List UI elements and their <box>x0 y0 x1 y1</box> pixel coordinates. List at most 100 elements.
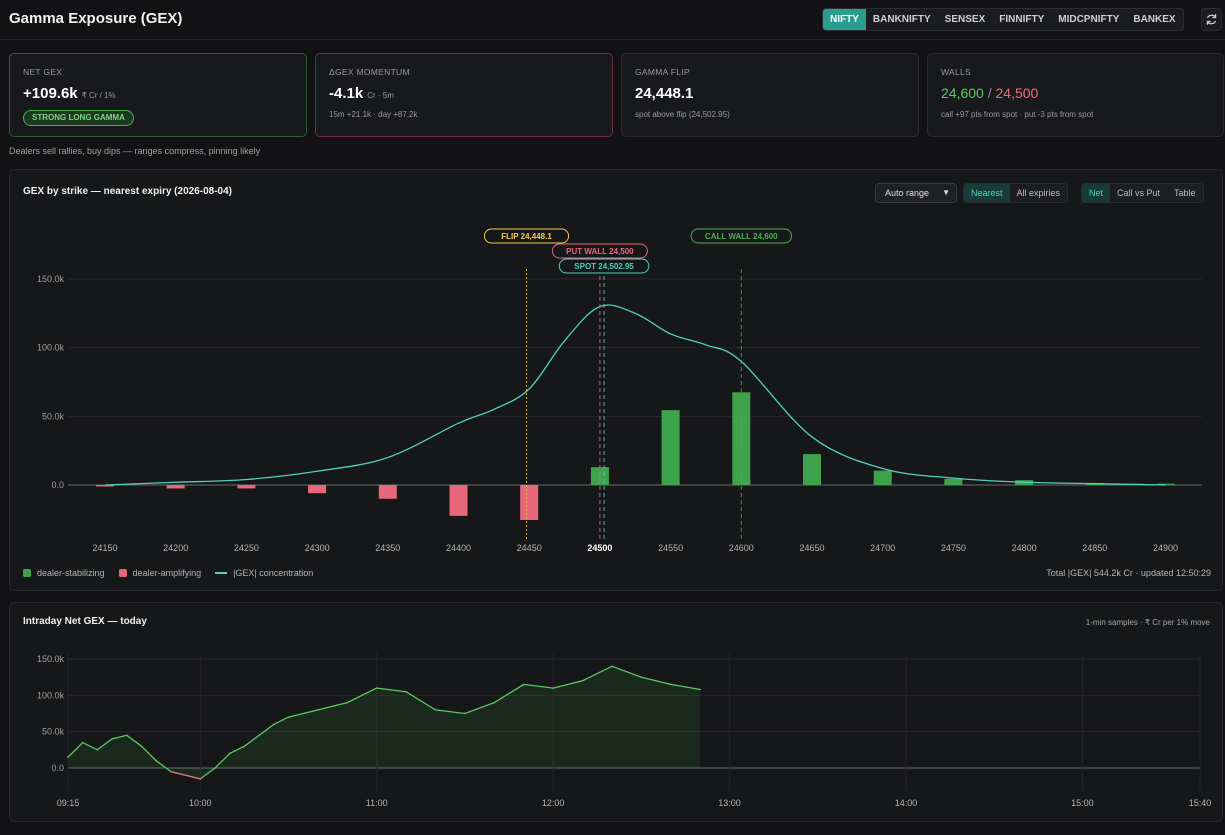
intraday-point <box>493 701 496 704</box>
intraday-point <box>273 723 275 726</box>
x-tick-label: 24800 <box>1012 543 1037 553</box>
app-title: Gamma Exposure (GEX) <box>9 10 183 27</box>
intraday-point <box>184 774 187 777</box>
marker-label: PUT WALL 24,500 <box>566 247 634 256</box>
x-tick-label: 24600 <box>729 543 754 553</box>
marker-label: FLIP 24,448.1 <box>501 232 552 241</box>
legend-label: dealer-stabilizing <box>37 568 105 578</box>
y-tick-label: 0.0 <box>51 763 64 773</box>
momentum-card: ΔGEX MOMENTUM -4.1k Cr · 5m 15m +21.1k · … <box>315 53 613 137</box>
legend-swatch <box>118 569 127 577</box>
gex-bar-24150[interactable] <box>96 485 114 487</box>
intraday-point <box>81 741 84 744</box>
intraday-point <box>170 770 172 773</box>
strike-legend: dealer-stabilizing dealer-amplifying |GEX|… <box>23 568 327 578</box>
tab-nifty[interactable]: NIFTY <box>823 9 866 30</box>
gex-bar-24450[interactable] <box>520 485 539 521</box>
intraday-point <box>581 680 584 682</box>
x-tick-label: 13:00 <box>718 798 741 808</box>
gamma-regime-badge: STRONG LONG GAMMA <box>23 110 134 126</box>
toggle-table[interactable]: Table <box>1174 188 1196 198</box>
momentum-unit: Cr · 5m <box>367 91 394 100</box>
x-tick-label: 24500 <box>587 543 612 553</box>
x-tick-label: 24650 <box>799 543 824 553</box>
tab-finnifty[interactable]: FINNIFTY <box>999 14 1045 25</box>
top-bar: Gamma Exposure (GEX) NIFTY BANKNIFTY SENSE… <box>0 0 1225 40</box>
momentum-sub: 15m +21.1k · day +87.2k <box>329 110 418 119</box>
intraday-point <box>287 716 290 718</box>
x-tick-label: 24250 <box>234 543 259 553</box>
gex-bar-24300[interactable] <box>308 485 327 494</box>
x-tick-label: 24450 <box>517 543 542 553</box>
gamma-flip-card: GAMMA FLIP 24,448.1 spot above flip (24,… <box>621 53 919 137</box>
x-tick-label: 24550 <box>658 543 683 553</box>
gex-bar-24200[interactable] <box>166 485 185 489</box>
x-tick-label: 15:40 <box>1189 798 1212 808</box>
intraday-point <box>522 683 525 686</box>
intraday-point <box>346 701 349 704</box>
strike-panel-title: GEX by strike — nearest expiry (2026-08-… <box>23 186 232 197</box>
y-tick-label: 0.0 <box>51 480 64 490</box>
intraday-point <box>699 688 701 691</box>
gex-bar-24350[interactable] <box>378 485 397 499</box>
toggle-net[interactable]: Net <box>1082 184 1111 202</box>
tab-midcpnifty[interactable]: MIDCPNIFTY <box>1058 14 1120 25</box>
marker-pill <box>558 258 650 274</box>
y-tick-label: 50.0k <box>42 411 65 421</box>
gex-bar-24550[interactable] <box>661 410 680 485</box>
range-select[interactable]: Auto range ▼ <box>875 183 957 203</box>
net-gex-value: +109.6k ₹ Cr / 1% <box>23 85 116 102</box>
regime-note: Dealers sell rallies, buy dips — ranges … <box>9 146 261 156</box>
x-tick-label: 12:00 <box>542 798 565 808</box>
gex-bar-24650[interactable] <box>803 454 821 485</box>
y-tick-label: 100.0k <box>37 343 65 353</box>
view-toggle: Net Call vs Put Table <box>1081 183 1204 203</box>
intraday-point <box>258 734 260 737</box>
marker-label: CALL WALL 24,600 <box>705 232 778 241</box>
tab-bankex[interactable]: BANKEX <box>1133 14 1176 25</box>
index-tabs: NIFTY BANKNIFTY SENSEX FINNIFTY MIDCPNIFTY BA… <box>822 8 1184 31</box>
gex-bar-24250[interactable] <box>237 485 256 489</box>
chevron-down-icon: ▼ <box>942 188 950 197</box>
tab-sensex[interactable]: SENSEX <box>944 14 986 25</box>
toggle-all-expiries[interactable]: All expiries <box>1016 188 1061 198</box>
gex-bar-24750[interactable] <box>944 478 963 485</box>
x-tick-label: 14:00 <box>895 798 918 808</box>
gex-by-strike-chart: 0.0 50.0k 100.0k 150.0k 24150 24200 24250 24300… <box>37 228 1202 553</box>
walls-label: WALLS <box>941 67 972 77</box>
momentum-label: ΔGEX MOMENTUM <box>329 67 410 77</box>
y-tick-label: 150.0k <box>37 274 65 284</box>
legend-item-dealer-stabilizing: dealer-stabilizing <box>23 568 105 578</box>
toggle-call-vs-put[interactable]: Call vs Put <box>1117 188 1161 198</box>
x-tick-label: 15:00 <box>1071 798 1094 808</box>
net-gex-line <box>67 665 701 780</box>
intraday-point <box>111 738 113 740</box>
intraday-point <box>405 690 407 693</box>
y-tick-label: 150.0k <box>37 654 65 664</box>
intraday-point <box>375 687 378 689</box>
strike-footer: Total |GEX| 544.2k Cr · updated 12:50:29 <box>1046 568 1211 578</box>
refresh-button[interactable] <box>1201 8 1222 31</box>
y-tick-label: 50.0k <box>42 727 65 737</box>
walls-separator: / <box>987 85 992 101</box>
walls-sub: call +97 pts from spot · put -3 pts from… <box>941 110 1094 119</box>
momentum-value: -4.1k Cr · 5m <box>329 85 394 102</box>
intraday-point <box>67 756 69 758</box>
marker-label: SPOT 24,502.95 <box>574 262 634 271</box>
gex-bar-24700[interactable] <box>873 470 892 485</box>
momentum-number: -4.1k <box>329 85 364 102</box>
intraday-point <box>228 752 231 755</box>
gex-bar-24400[interactable] <box>449 485 468 516</box>
intraday-title: Intraday Net GEX — today <box>23 616 147 627</box>
intraday-point <box>140 745 143 747</box>
toggle-nearest[interactable]: Nearest <box>964 184 1010 202</box>
walls-value: 24,600 / 24,500 <box>941 85 1038 101</box>
legend-label: dealer-amplifying <box>132 568 202 578</box>
x-tick-label: 10:00 <box>189 798 212 808</box>
intraday-point <box>96 749 99 751</box>
intraday-panel: Intraday Net GEX — today 1-min samples ·… <box>9 602 1223 822</box>
intraday-point <box>199 778 202 780</box>
tab-banknifty[interactable]: BANKNIFTY <box>872 14 931 25</box>
y-tick-label: 100.0k <box>37 690 65 700</box>
refresh-icon <box>1206 14 1217 25</box>
